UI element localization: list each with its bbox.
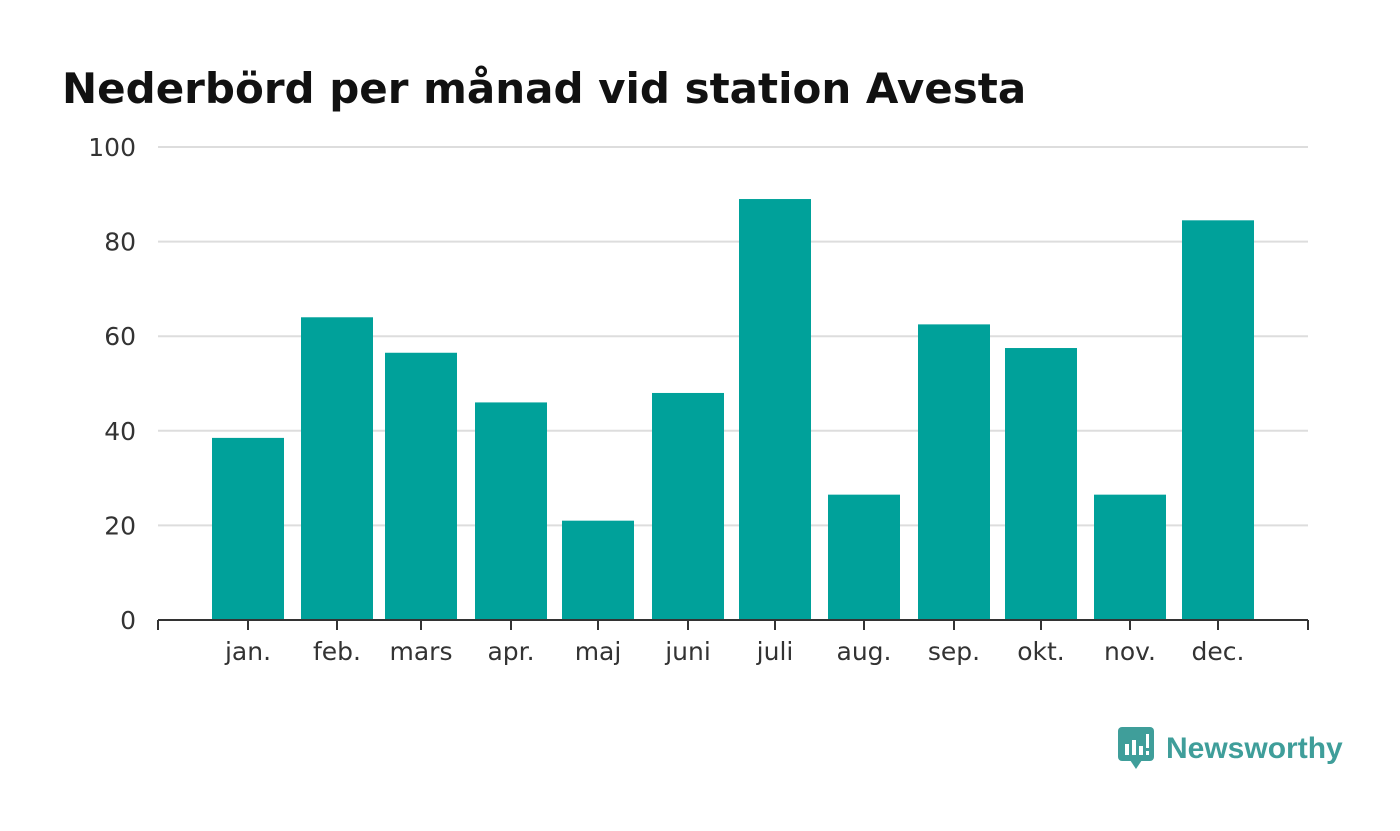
bar bbox=[301, 317, 373, 620]
x-tick-label: maj bbox=[575, 637, 622, 666]
bar bbox=[1182, 220, 1254, 620]
chart-title: Nederbörd per månad vid station Avesta bbox=[62, 64, 1027, 113]
y-tick-label: 60 bbox=[104, 322, 136, 351]
bar bbox=[212, 437, 284, 620]
x-tick-label: okt. bbox=[1017, 637, 1065, 666]
x-tick-label: feb. bbox=[313, 637, 361, 666]
x-tick-label: aug. bbox=[837, 637, 892, 666]
x-tick-label: mars bbox=[390, 637, 453, 666]
bar bbox=[475, 402, 547, 620]
bar bbox=[385, 352, 457, 620]
x-tick-label: juli bbox=[756, 637, 794, 666]
newsworthy-logo-icon bbox=[1118, 727, 1154, 769]
y-tick-label: 100 bbox=[88, 133, 136, 162]
bars bbox=[212, 199, 1254, 620]
bar bbox=[1094, 494, 1166, 620]
y-tick-label: 80 bbox=[104, 228, 136, 257]
bar bbox=[918, 324, 990, 620]
newsworthy-logo: Newsworthy bbox=[1118, 726, 1343, 772]
x-tick-label: nov. bbox=[1104, 637, 1156, 666]
x-tick-label: apr. bbox=[487, 637, 534, 666]
bar bbox=[739, 199, 811, 620]
y-tick-label: 0 bbox=[120, 606, 136, 635]
y-axis-ticks: 0 20 40 60 80 100 bbox=[88, 133, 136, 635]
x-axis-labels: jan. feb. mars apr. maj juni juli aug. sep. okt. n… bbox=[224, 637, 1245, 666]
x-axis bbox=[157, 619, 1309, 630]
bar bbox=[652, 392, 724, 620]
x-tick-label: jan. bbox=[224, 637, 271, 666]
x-tick-label: sep. bbox=[928, 637, 980, 666]
brand-name: Newsworthy bbox=[1166, 732, 1343, 765]
bar bbox=[1005, 348, 1077, 620]
x-tick-label: dec. bbox=[1192, 637, 1245, 666]
bar bbox=[828, 494, 900, 620]
y-tick-label: 20 bbox=[104, 511, 136, 540]
x-tick-label: juni bbox=[664, 637, 711, 666]
bar bbox=[562, 520, 634, 620]
y-tick-label: 40 bbox=[104, 417, 136, 446]
